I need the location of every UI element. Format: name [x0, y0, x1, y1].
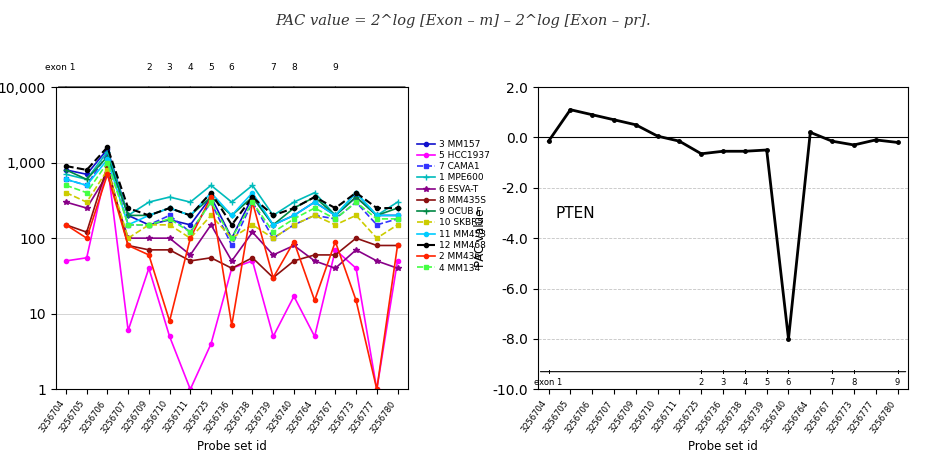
Text: PTEN: PTEN	[555, 206, 595, 221]
Text: 3: 3	[167, 63, 172, 71]
Text: 9: 9	[333, 63, 338, 71]
Text: 2: 2	[146, 63, 152, 71]
Legend: 3 MM157, 5 HCC1937, 7 CAMA1, 1 MPE600, 6 ESVA-T, 8 MM435S, 9 OCUB F, 10 SKBR5, 1: 3 MM157, 5 HCC1937, 7 CAMA1, 1 MPE600, 6…	[417, 140, 489, 273]
Y-axis label: PAC value: PAC value	[474, 209, 487, 267]
Text: 9: 9	[895, 378, 900, 387]
Text: exon 1: exon 1	[44, 63, 75, 71]
Text: PAC value = 2^log [Exon – m] – 2^log [Exon – pr].: PAC value = 2^log [Exon – m] – 2^log [Ex…	[275, 14, 652, 28]
X-axis label: Probe set id: Probe set id	[197, 440, 267, 453]
Text: 7: 7	[830, 378, 835, 387]
Text: 4: 4	[743, 378, 747, 387]
Text: 7: 7	[271, 63, 276, 71]
Text: 5: 5	[209, 63, 214, 71]
Text: 3: 3	[720, 378, 726, 387]
Text: exon 1: exon 1	[535, 378, 563, 387]
Text: 2: 2	[699, 378, 704, 387]
Text: 4: 4	[187, 63, 193, 71]
X-axis label: Probe set id: Probe set id	[688, 440, 758, 453]
Text: 8: 8	[851, 378, 857, 387]
Text: 6: 6	[229, 63, 235, 71]
Text: 8: 8	[291, 63, 297, 71]
Text: 6: 6	[786, 378, 791, 387]
Text: 5: 5	[764, 378, 769, 387]
